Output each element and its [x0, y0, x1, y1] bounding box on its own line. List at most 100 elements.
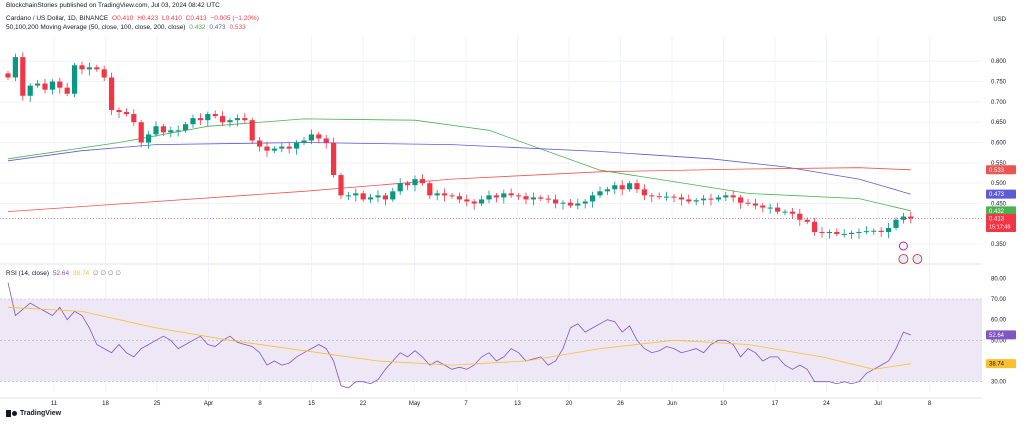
- candle-body: [752, 203, 758, 206]
- candle-body: [316, 134, 322, 139]
- candle-body: [345, 195, 351, 197]
- time-tick-label: 15: [308, 401, 315, 407]
- candle-body: [804, 219, 810, 222]
- candle-body: [841, 234, 847, 236]
- candle-body: [123, 112, 129, 115]
- tradingview-icon: [6, 410, 17, 417]
- candle-body: [523, 196, 529, 200]
- candle-body: [382, 195, 388, 200]
- ma50-value: 0.432: [189, 24, 206, 31]
- candle-body: [516, 195, 522, 197]
- us-flag-icon: [898, 254, 909, 264]
- time-tick-label: 26: [617, 401, 624, 407]
- time-tick-label: 13: [514, 401, 521, 407]
- candle-body: [656, 196, 662, 198]
- time-tick-label: 25: [154, 401, 161, 407]
- candle-body: [72, 65, 78, 94]
- candle-body: [375, 195, 381, 198]
- rsi-tick-label: 50.00: [991, 338, 1007, 344]
- candle-body: [878, 230, 884, 232]
- ma200-value: 0.533: [229, 24, 246, 31]
- symbol-title: Cardano / US Dollar, 1D, BINANCE: [6, 15, 109, 22]
- ma-legend: 50,100,200 Moving Average (50, close, 10…: [6, 24, 248, 32]
- ohlc-low: L0.410: [161, 15, 182, 22]
- candle-body: [353, 193, 359, 196]
- candle-body: [271, 148, 277, 151]
- candle-body: [560, 202, 566, 204]
- candle-body: [678, 197, 684, 200]
- candle-body: [738, 197, 744, 203]
- rsi-tick-label: 30.00: [991, 380, 1007, 386]
- publisher-line: BlockchainStories published on TradingVi…: [6, 2, 220, 9]
- candle-body: [227, 120, 233, 123]
- candle-body: [109, 77, 115, 110]
- ma50-badge-bg: [986, 206, 1016, 216]
- candle-body: [153, 126, 159, 135]
- candle-body: [279, 146, 285, 149]
- time-tick-label: 11: [51, 401, 58, 407]
- rsi-tick-label: 70.00: [991, 297, 1007, 303]
- time-tick-label: 18: [102, 401, 109, 407]
- candle-body: [249, 120, 255, 141]
- candle-body: [767, 207, 773, 209]
- candle-body: [863, 231, 869, 233]
- candle-body: [649, 195, 655, 197]
- rsi-legend: RSI (14, close) 52.64 38.74 ∅ ∅ ∅ ∅: [6, 270, 123, 278]
- candle-body: [94, 67, 100, 70]
- time-tick-label: 17: [772, 401, 779, 407]
- candle-body: [331, 142, 337, 176]
- candle-body: [671, 196, 677, 198]
- ohlc-open: O0.410: [112, 15, 134, 22]
- candle-body: [849, 232, 855, 235]
- tradingview-logo: TradingView: [6, 410, 61, 417]
- candle-body: [20, 57, 26, 96]
- candle-body: [619, 185, 625, 190]
- candle-body: [427, 183, 433, 196]
- candle-body: [449, 195, 455, 197]
- candle-body: [183, 124, 189, 131]
- candle-body: [234, 118, 240, 121]
- ma-line-3: [7, 167, 911, 212]
- candle-body: [715, 197, 721, 200]
- rsi-tick-label: 80.00: [991, 276, 1007, 282]
- candle-body: [131, 114, 137, 123]
- candle-body: [405, 183, 411, 186]
- candle-body: [538, 197, 544, 199]
- ohlc-close: C0.413: [185, 15, 207, 22]
- candle-body: [116, 110, 122, 113]
- time-tick-label: 22: [360, 401, 367, 407]
- candle-body: [220, 116, 226, 123]
- rsi-badge: 52.64: [989, 333, 1005, 339]
- candle-body: [146, 134, 152, 143]
- candle-body: [871, 230, 877, 232]
- candle-body: [664, 196, 670, 198]
- candle-body: [397, 183, 403, 192]
- candle-body: [782, 211, 788, 213]
- candle-body: [812, 221, 818, 232]
- candle-body: [486, 195, 492, 200]
- ma200-badge: 0.533: [989, 168, 1005, 174]
- ohlc-high: H0.423: [137, 15, 159, 22]
- rsi-value: 52.64: [52, 270, 70, 277]
- candle-body: [35, 83, 41, 86]
- time-tick-label: May: [409, 401, 420, 407]
- candle-body: [612, 185, 618, 190]
- candle-body: [79, 65, 85, 70]
- price-tick-label: 0.700: [991, 100, 1007, 106]
- candle-body: [197, 118, 203, 121]
- candle-body: [834, 231, 840, 235]
- candle-body: [545, 198, 551, 200]
- candle-body: [101, 69, 107, 78]
- rsi-tick-label: 60.00: [991, 318, 1007, 324]
- time-tick-label: 7: [464, 401, 468, 407]
- candle-body: [641, 189, 647, 196]
- rsi-band: [0, 299, 982, 382]
- ohlc-change: −0.005 (−1.20%): [210, 15, 259, 22]
- price-tick-label: 0.750: [991, 80, 1007, 86]
- candle-body: [294, 142, 300, 149]
- rsi-ma-value: 38.74: [72, 270, 90, 277]
- candle-body: [308, 134, 314, 141]
- candle-body: [27, 85, 33, 96]
- candle-body: [553, 199, 559, 204]
